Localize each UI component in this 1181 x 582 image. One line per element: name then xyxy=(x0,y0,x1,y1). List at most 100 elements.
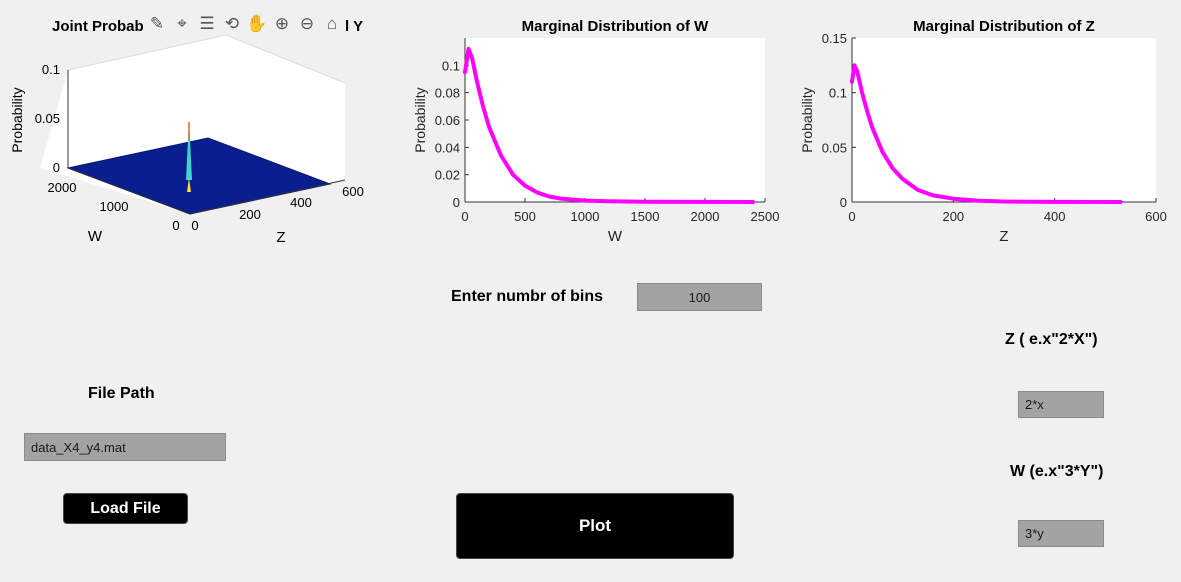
series-point xyxy=(1119,200,1122,204)
joint-plot-title: Joint Probab xyxy=(52,18,144,35)
x-tick-label: 200 xyxy=(942,209,964,224)
z-expression-label: Z ( e.x"2*X") xyxy=(1005,331,1098,348)
y-tick-label: 0.1 xyxy=(442,58,460,73)
chart-title: Marginal Distribution of Z xyxy=(913,18,1095,35)
series-point xyxy=(643,200,647,203)
y-tick-label: 0.05 xyxy=(822,140,847,155)
file-path-input[interactable]: data_X4_y4.mat xyxy=(24,433,226,461)
file-path-label: File Path xyxy=(88,385,155,402)
joint-z-label: Probability xyxy=(9,87,25,152)
series-point xyxy=(881,150,884,153)
joint-zaxis-label: Z xyxy=(276,229,285,246)
series-point xyxy=(511,173,515,176)
x-tick-label: 0 xyxy=(848,209,855,224)
series-point xyxy=(547,195,551,198)
y-tick-label: 0 xyxy=(453,195,460,210)
x-tick-label: 600 xyxy=(1145,209,1167,224)
series-point xyxy=(467,47,470,51)
joint-z-tick: 0 xyxy=(53,160,60,175)
series-point xyxy=(523,184,527,187)
series-point xyxy=(860,91,864,94)
joint-probability-plot[interactable]: 0.1 0.05 0 Probability 2000 1000 0 W 0 2… xyxy=(0,0,400,260)
plot-area xyxy=(852,38,1156,202)
zoom-out-icon[interactable]: ⊖ xyxy=(299,14,315,33)
surface-spike-base xyxy=(187,178,191,192)
zoom-in-icon[interactable]: ⊕ xyxy=(274,14,290,33)
home-icon[interactable]: ⌂ xyxy=(326,14,338,33)
series-point xyxy=(855,69,859,73)
y-tick-label: 0.04 xyxy=(435,140,460,155)
joint-zaxis-tick: 600 xyxy=(342,184,364,199)
z-ground-axis-line xyxy=(189,179,346,215)
rotate-icon[interactable]: ⟲ xyxy=(224,14,240,33)
plot-backwall-edge xyxy=(67,34,346,84)
series-point xyxy=(1002,200,1006,203)
y-axis-label: Probability xyxy=(412,87,428,152)
series-point xyxy=(499,154,503,157)
z-expression-input[interactable]: 2*x xyxy=(1018,391,1104,418)
x-tick-label: 1000 xyxy=(571,209,600,224)
series-line xyxy=(850,63,1123,204)
series-point xyxy=(751,200,755,204)
surface-spike xyxy=(186,120,192,180)
bins-input[interactable]: 100 xyxy=(637,283,762,311)
axes-toolbar: ✎ ⌖ ☰ ⟲ ✋ ⊕ ⊖ ⌂ xyxy=(146,14,343,34)
joint-zaxis-tick: 400 xyxy=(290,195,312,210)
series-point xyxy=(607,200,611,203)
pan-icon[interactable]: ✋ xyxy=(246,14,268,33)
marginal-w-chart[interactable]: 0 500 1000 1500 2000 2500 0 0.02 0.04 0.06 0.08 0.1… xyxy=(400,0,790,260)
series-point xyxy=(481,105,485,108)
series-point xyxy=(916,188,920,192)
series-point xyxy=(487,125,491,129)
x-axis-label: Z xyxy=(999,228,1008,245)
series-point xyxy=(583,199,587,202)
joint-zaxis-tick: 200 xyxy=(239,207,261,222)
y-tick-label: 0.15 xyxy=(822,31,847,46)
joint-zaxis-tick: 0 xyxy=(191,218,198,233)
joint-z-tick: 0.1 xyxy=(42,62,60,77)
joint-w-tick: 1000 xyxy=(100,199,129,214)
y-tick-label: 0.1 xyxy=(829,86,847,101)
series-point xyxy=(891,166,894,170)
y-tick-label: 0 xyxy=(840,195,847,210)
series-point xyxy=(703,200,707,204)
x-axis-label: W xyxy=(608,228,623,245)
bins-label: Enter numbr of bins xyxy=(451,288,603,305)
x-tick-label: 2000 xyxy=(691,209,720,224)
chart-title: Marginal Distribution of W xyxy=(522,18,709,35)
marginal-z-chart[interactable]: 0 200 400 600 0 0.05 0.1 0.15 Marginal Distribut… xyxy=(790,0,1181,260)
joint-w-tick: 0 xyxy=(172,218,179,233)
joint-z-tick: 0.05 xyxy=(35,111,60,126)
series-point xyxy=(475,80,479,83)
series-point xyxy=(977,199,980,202)
plot-area xyxy=(465,38,765,202)
y-tick-label: 0.06 xyxy=(435,113,460,128)
series-point xyxy=(1053,200,1056,204)
x-tick-label: 500 xyxy=(514,209,536,224)
y-axis-label: Probability xyxy=(799,87,815,152)
joint-w-tick: 2000 xyxy=(48,180,77,195)
joint-w-label: W xyxy=(88,228,103,245)
series-point xyxy=(559,197,563,200)
x-tick-label: 0 xyxy=(461,209,468,224)
series-point xyxy=(535,191,539,194)
plot-button[interactable]: Plot xyxy=(456,493,734,559)
series-point xyxy=(931,194,935,197)
series-point xyxy=(463,70,467,74)
x-tick-label: 400 xyxy=(1044,209,1066,224)
data-tip-icon[interactable]: ⌖ xyxy=(177,14,187,33)
y-tick-label: 0.08 xyxy=(435,86,460,101)
joint-plot-title-tail: l Y xyxy=(345,18,363,35)
series-point xyxy=(901,177,904,181)
w-axis-line xyxy=(67,167,191,215)
series-point xyxy=(471,57,474,60)
load-file-button[interactable]: Load File xyxy=(63,493,188,524)
legend-icon[interactable]: ☰ xyxy=(199,14,215,33)
brush-icon[interactable]: ✎ xyxy=(149,14,165,33)
series-point xyxy=(850,80,854,83)
series-point xyxy=(866,110,869,113)
w-expression-input[interactable]: 3*y xyxy=(1018,520,1104,547)
y-tick-label: 0.02 xyxy=(435,168,460,183)
x-tick-label: 1500 xyxy=(631,209,660,224)
series-point xyxy=(952,197,955,200)
